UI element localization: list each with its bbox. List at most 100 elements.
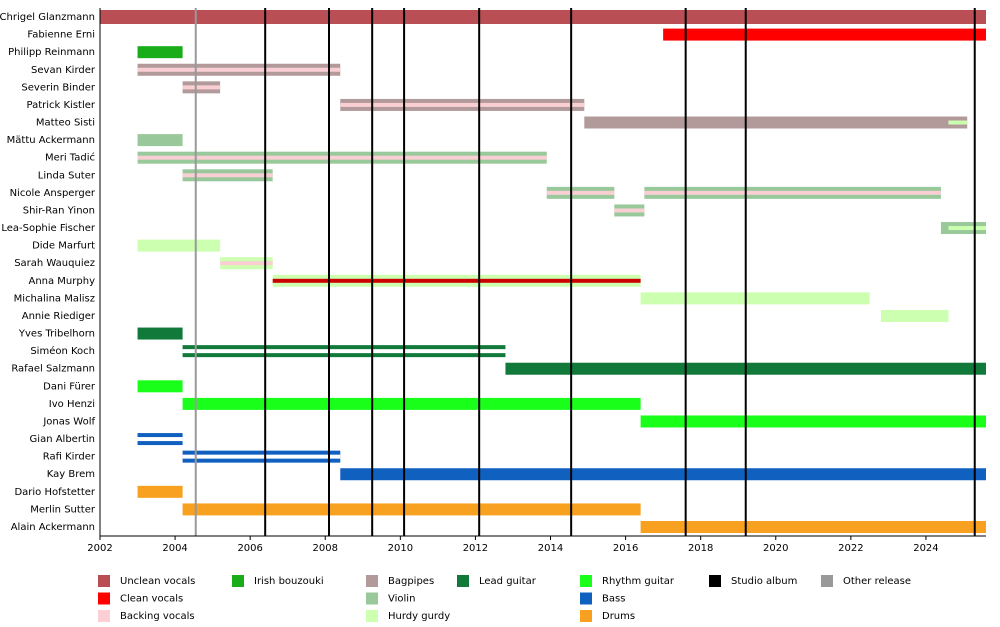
member-label: Philipp Reinmann — [8, 47, 95, 58]
member-label: Rafael Salzmann — [11, 364, 95, 375]
bar-stripe — [614, 208, 645, 213]
legend-swatch — [98, 610, 110, 622]
bar-stripe — [182, 349, 506, 354]
member-label: Dario Hofstetter — [14, 487, 95, 498]
legend-swatch — [457, 575, 469, 587]
legend-label: Drums — [602, 611, 635, 622]
member-bar — [640, 521, 986, 533]
x-tick-label: 2022 — [838, 543, 863, 554]
bar-stripe — [182, 454, 341, 459]
member-label: Yves Tribelhorn — [18, 329, 95, 340]
legend-label: Unclean vocals — [120, 576, 195, 587]
legend-swatch — [580, 610, 592, 622]
legend-swatch — [98, 575, 110, 587]
member-label: Fabienne Erni — [27, 30, 95, 41]
member-bar — [137, 327, 183, 340]
legend-swatch — [366, 592, 378, 605]
legend-label: Clean vocals — [120, 594, 183, 605]
bar-stripe — [546, 190, 615, 195]
x-tick-label: 2014 — [538, 543, 563, 554]
member-bar — [640, 415, 986, 428]
member-label: Rafi Kirder — [43, 452, 96, 463]
member-bar — [137, 134, 183, 147]
bar-stripe — [948, 226, 986, 231]
member-label: Sevan Kirder — [31, 65, 96, 76]
member-label: Chrigel Glanzmann — [0, 12, 95, 23]
bar-stripe — [644, 190, 941, 195]
member-label: Alain Ackermann — [11, 522, 95, 533]
member-label: Annie Riediger — [22, 311, 96, 322]
member-bar — [880, 309, 949, 322]
x-tick-label: 2008 — [313, 543, 338, 554]
bar-stripe — [272, 278, 641, 283]
bar-stripe — [220, 261, 273, 266]
legend-label: Studio album — [731, 576, 797, 587]
bar-stripe — [340, 102, 585, 107]
legend-label: Violin — [388, 594, 415, 605]
member-label: Merlin Sutter — [30, 504, 96, 515]
x-tick-label: 2012 — [463, 543, 488, 554]
member-bar — [640, 292, 870, 305]
member-bar — [100, 10, 986, 24]
legend-swatch — [366, 575, 378, 587]
legend-label: Rhythm guitar — [602, 576, 675, 587]
member-label: Kay Brem — [47, 469, 95, 480]
x-tick-label: 2002 — [87, 543, 112, 554]
member-bar — [663, 28, 986, 41]
member-label: Lea-Sophie Fischer — [1, 223, 96, 234]
legend-swatch — [580, 575, 592, 587]
bar-stripe — [182, 85, 221, 90]
member-label: Mättu Ackermann — [7, 135, 95, 146]
member-label: Matteo Sisti — [36, 118, 95, 129]
legend-swatch — [821, 575, 833, 587]
x-tick-label: 2024 — [913, 543, 938, 554]
legend-swatch — [366, 610, 378, 622]
x-tick-label: 2018 — [688, 543, 713, 554]
legend-swatch — [580, 592, 592, 605]
legend-swatch — [98, 592, 110, 605]
legend-label: Bagpipes — [388, 576, 434, 587]
x-tick-label: 2006 — [237, 543, 262, 554]
member-bar — [137, 239, 221, 252]
member-bar — [340, 468, 986, 481]
x-tick-label: 2010 — [388, 543, 413, 554]
member-label: Ivo Henzi — [49, 399, 95, 410]
member-bar — [182, 503, 641, 516]
member-bar — [584, 116, 968, 129]
bar-stripe — [182, 173, 273, 178]
x-tick-label: 2020 — [763, 543, 788, 554]
member-label: Sarah Wauquiez — [14, 258, 95, 269]
member-label: Linda Suter — [38, 170, 96, 181]
x-tick-label: 2004 — [162, 543, 187, 554]
member-label: Dide Marfurt — [32, 241, 95, 252]
bar-stripe — [137, 155, 547, 160]
member-label: Michalina Malisz — [14, 293, 95, 304]
member-bar — [182, 397, 641, 410]
member-bar — [137, 485, 183, 498]
member-label: Jonas Wolf — [42, 416, 95, 427]
legend-swatch — [232, 575, 244, 587]
member-label: Anna Murphy — [28, 276, 95, 287]
legend-label: Other release — [843, 576, 911, 587]
member-label: Shir-Ran Yinon — [23, 205, 95, 216]
bar-stripe — [137, 67, 341, 72]
member-label: Severin Binder — [21, 82, 95, 93]
member-label: Siméon Koch — [30, 345, 95, 357]
member-label: Dani Fürer — [43, 381, 96, 392]
legend-swatch — [709, 575, 721, 587]
member-bar — [137, 380, 183, 393]
bar-stripe — [948, 120, 968, 125]
x-tick-label: 2016 — [613, 543, 638, 554]
member-bar — [137, 46, 183, 59]
member-label: Meri Tadić — [45, 152, 95, 164]
legend-label: Backing vocals — [120, 611, 195, 622]
legend-label: Bass — [602, 594, 625, 605]
legend-label: Hurdy gurdy — [388, 611, 450, 622]
member-label: Gian Albertin — [30, 434, 95, 445]
member-label: Patrick Kistler — [27, 100, 96, 111]
bar-stripe — [137, 437, 183, 442]
legend-label: Lead guitar — [479, 576, 537, 587]
member-label: Nicole Ansperger — [10, 188, 96, 199]
legend-label: Irish bouzouki — [254, 576, 324, 587]
